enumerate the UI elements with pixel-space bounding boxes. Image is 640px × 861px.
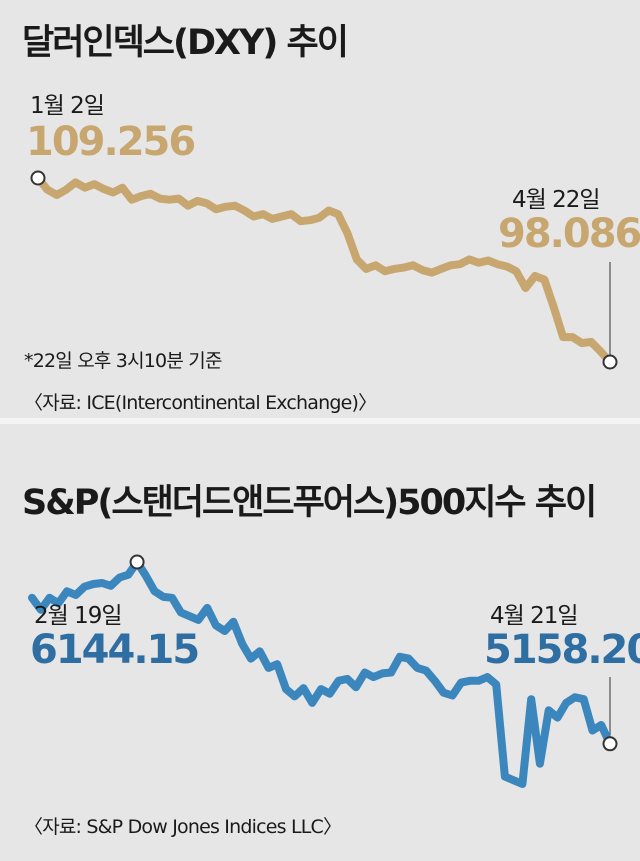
dxy-start-date-label: 1월 2일 [30, 93, 105, 119]
dxy-chart-title: 달러인덱스(DXY) 추이 [22, 23, 349, 63]
spx-chart-plot [28, 554, 618, 788]
dxy-highlight-marker [30, 170, 46, 186]
dxy-end-date-label: 4월 22일 [512, 187, 601, 213]
dxy-end-marker [602, 354, 618, 370]
dxy-time-footnote: *22일 오후 3시10분 기준 [24, 350, 222, 372]
spx-end-marker [602, 736, 618, 752]
spx-chart-title: S&P(스탠더드앤드푸어스)500지수 추이 [22, 483, 597, 523]
spx-peak-date-label: 2월 19일 [34, 603, 123, 629]
spx-chart-panel: S&P(스탠더드앤드푸어스)500지수 추이 2월 19일 6144.15 4월… [0, 424, 640, 861]
dxy-chart-panel: 달러인덱스(DXY) 추이 1월 2일 109.256 4월 22일 98.08… [0, 0, 640, 424]
dxy-series-line [34, 174, 614, 366]
spx-peak-value-label: 6144.15 [30, 627, 200, 673]
dxy-chart-plot [30, 170, 618, 370]
spx-end-value-label: 5158.20 [484, 627, 640, 673]
spx-end-date-label: 4월 21일 [490, 603, 579, 629]
spx-series-line [28, 558, 614, 788]
dxy-source-note: 〈자료: ICE(Intercontinental Exchange)〉 [24, 392, 377, 414]
panel-divider [0, 418, 640, 426]
dxy-start-value-label: 109.256 [26, 119, 196, 165]
dxy-end-value-label: 98.086 [498, 211, 640, 257]
spx-source-note: 〈자료: S&P Dow Jones Indices LLC〉 [24, 816, 342, 838]
spx-highlight-marker [129, 554, 145, 570]
